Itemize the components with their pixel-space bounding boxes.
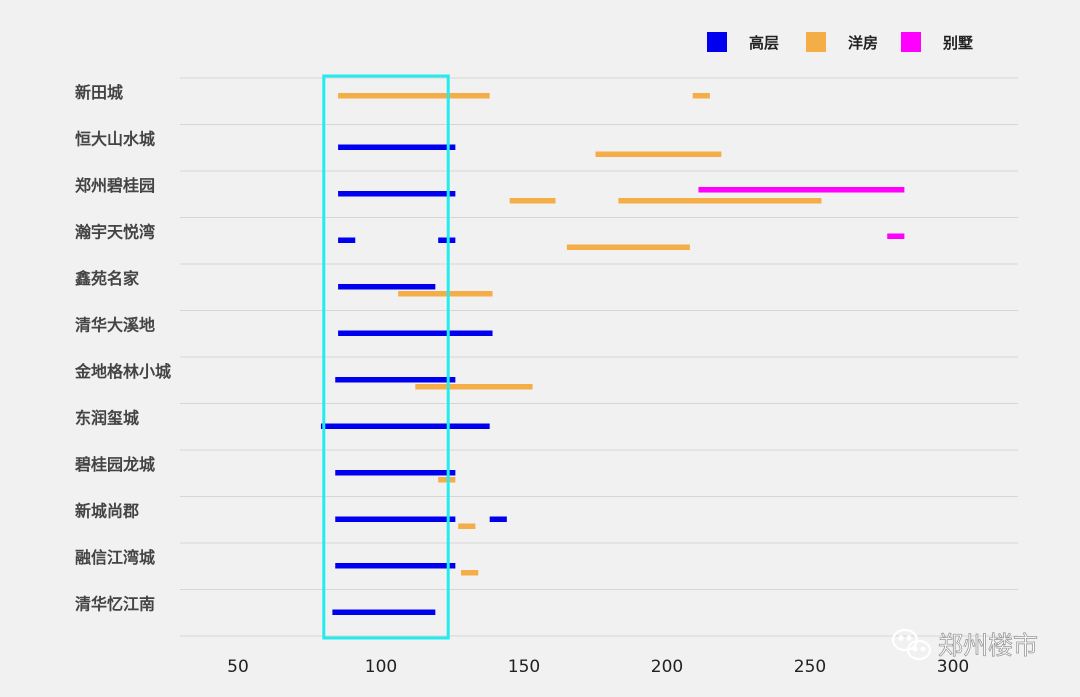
legend-swatch (707, 32, 727, 52)
range-bar (335, 377, 456, 383)
range-bar (566, 244, 690, 250)
watermark-text: 郑州楼市 (938, 631, 1038, 660)
x-tick-label: 50 (227, 657, 249, 677)
range-bar (692, 93, 710, 99)
category-label: 郑州碧桂园 (75, 176, 155, 195)
category-label: 东润玺城 (75, 409, 139, 428)
range-bar (338, 284, 436, 290)
range-bar (335, 563, 456, 569)
category-label: 清华大溪地 (75, 316, 155, 335)
range-bar (887, 233, 905, 239)
highlight-box (322, 74, 450, 640)
x-tick-label: 100 (365, 657, 397, 677)
legend-label: 别墅 (942, 34, 973, 52)
range-bar (320, 423, 490, 429)
category-label: 新田城 (75, 83, 123, 102)
range-bar (461, 570, 479, 576)
range-bar (489, 516, 507, 522)
category-label: 清华忆江南 (75, 595, 155, 614)
range-bar (618, 198, 822, 204)
range-bar (398, 291, 493, 297)
x-tick-label: 150 (508, 657, 540, 677)
x-tick-label: 250 (794, 657, 826, 677)
legend-label: 洋房 (848, 34, 878, 52)
range-bar (458, 523, 476, 529)
range-bar (338, 237, 356, 243)
range-bar (509, 198, 556, 204)
category-label: 恒大山水城 (75, 130, 155, 149)
x-tick-label: 200 (651, 657, 683, 677)
range-bar (338, 191, 456, 197)
x-tick-label: 300 (937, 657, 969, 677)
legend: 高层 洋房 别墅 (707, 32, 973, 52)
range-bar (698, 187, 905, 193)
category-label: 融信江湾城 (75, 548, 155, 567)
range-bar (415, 384, 533, 390)
labels-layer: 新田城恒大山水城郑州碧桂园瀚宇天悦湾鑫苑名家清华大溪地金地格林小城东润玺城碧桂园… (74, 83, 171, 614)
watermark: 郑州楼市 (891, 628, 1038, 661)
category-label: 碧桂园龙城 (74, 455, 155, 474)
bars-layer (320, 93, 905, 615)
range-bar (595, 151, 722, 157)
legend-label: 高层 (749, 34, 779, 52)
range-bar (332, 609, 436, 615)
category-label: 新城尚郡 (75, 502, 139, 521)
x-ticks-layer: 50 100 150 200 250 300 (227, 657, 969, 677)
range-bar (335, 516, 456, 522)
legend-swatch (901, 32, 921, 52)
wechat-icon (891, 628, 932, 661)
range-bar (338, 93, 490, 99)
range-bar (335, 470, 456, 476)
range-bar (338, 144, 456, 150)
highlight-layer (322, 74, 450, 640)
grid-layer (180, 77, 1018, 637)
category-label: 鑫苑名家 (74, 269, 140, 288)
category-label: 瀚宇天悦湾 (74, 223, 155, 242)
range-bar (338, 330, 493, 336)
legend-swatch (806, 32, 826, 52)
category-label: 金地格林小城 (74, 362, 171, 381)
